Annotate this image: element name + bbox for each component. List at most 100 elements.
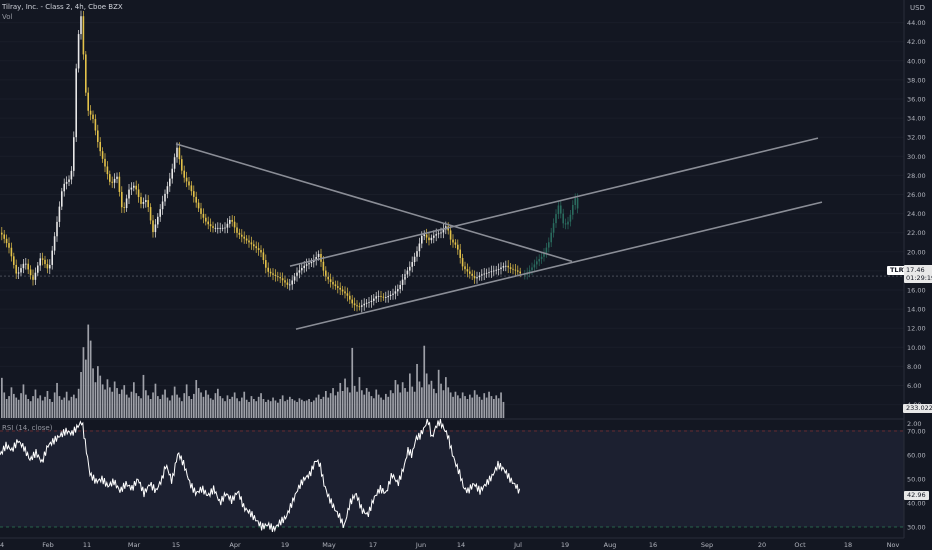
candle-up bbox=[221, 227, 224, 229]
candle-down bbox=[85, 54, 87, 93]
price-axis[interactable]: 44.00 42.00 40.00 38.00 36.00 34.00 32.00 30.00… bbox=[907, 19, 926, 428]
price-tick-label: 34.00 bbox=[907, 115, 926, 123]
projection-candle bbox=[560, 205, 562, 214]
volume-bar bbox=[97, 366, 99, 418]
volume-bar bbox=[44, 396, 46, 418]
candle-down bbox=[29, 269, 32, 276]
volume-bar bbox=[425, 373, 428, 418]
candle-down bbox=[265, 260, 267, 268]
candle-down bbox=[325, 270, 327, 277]
candle-up bbox=[488, 272, 490, 273]
trendline-2[interactable] bbox=[289, 137, 819, 267]
volume-bar bbox=[481, 399, 483, 418]
volume-bar bbox=[353, 385, 356, 418]
trendline-3[interactable] bbox=[295, 201, 823, 330]
candle-up bbox=[80, 16, 82, 35]
volume-bar bbox=[411, 386, 414, 418]
volume-label[interactable]: Vol bbox=[2, 13, 13, 21]
rsi-band bbox=[0, 430, 904, 527]
volume-bar bbox=[13, 393, 15, 418]
volume-bar bbox=[454, 391, 457, 418]
volume-bar bbox=[41, 400, 44, 418]
candle-up bbox=[169, 178, 171, 187]
volume-bar bbox=[373, 398, 375, 418]
volume-bar bbox=[380, 397, 382, 418]
candle-up bbox=[430, 237, 433, 241]
volume-bar bbox=[317, 394, 320, 418]
volume-bar bbox=[106, 379, 109, 418]
candle-down bbox=[457, 244, 459, 250]
volume-bar bbox=[469, 394, 471, 418]
candle-up bbox=[73, 137, 75, 171]
volume-bar bbox=[289, 396, 291, 418]
volume-bar bbox=[284, 401, 286, 418]
candle-down bbox=[140, 197, 142, 204]
volume-bar bbox=[133, 382, 135, 418]
time-tick-label: 17 bbox=[369, 541, 377, 549]
rsi-label[interactable]: RSI (14, close) bbox=[2, 424, 53, 432]
volume-bar bbox=[397, 384, 399, 418]
price-tick-label: 32.00 bbox=[907, 134, 926, 142]
time-axis[interactable]: 4 Feb 11 Mar 15 Apr 19 May 17 Jun 14 Jul 19 Aug 16 Sep 2… bbox=[0, 541, 899, 549]
candle-down bbox=[32, 275, 34, 280]
volume-bar bbox=[375, 389, 378, 418]
volume-bar bbox=[272, 397, 274, 418]
candle-down bbox=[92, 114, 94, 120]
candle-up bbox=[399, 284, 401, 290]
candle-up bbox=[37, 265, 39, 273]
candle-down bbox=[3, 234, 5, 239]
candle-up bbox=[68, 179, 70, 182]
time-tick-label: 18 bbox=[844, 541, 852, 549]
trendline-1[interactable] bbox=[175, 143, 573, 263]
volume-bar bbox=[176, 394, 178, 418]
candle-down bbox=[514, 269, 517, 271]
volume-bar bbox=[250, 396, 253, 418]
candle-down bbox=[106, 166, 109, 175]
symbol-title[interactable]: Tilray, Inc. - Class 2, 4h, Cboe BZX bbox=[2, 3, 123, 11]
volume-bar bbox=[61, 399, 63, 418]
price-tick-label: 20.00 bbox=[907, 248, 926, 256]
candle-up bbox=[70, 170, 73, 180]
volume-bar bbox=[130, 391, 133, 418]
time-tick-label: 14 bbox=[457, 541, 465, 549]
volume-bar bbox=[298, 398, 301, 418]
volume-bar bbox=[313, 400, 315, 418]
candle-up bbox=[63, 183, 65, 192]
candle-up bbox=[483, 273, 485, 275]
volume-bar bbox=[221, 398, 224, 418]
candle-down bbox=[267, 267, 269, 272]
trendlines[interactable] bbox=[175, 137, 823, 330]
volume-bar bbox=[159, 399, 162, 418]
candle-up bbox=[413, 256, 416, 263]
volume-bar bbox=[68, 400, 70, 418]
volume-bar bbox=[377, 394, 380, 418]
volume-bar bbox=[356, 391, 358, 418]
candle-up bbox=[133, 185, 135, 188]
volume-bar bbox=[70, 396, 73, 418]
volume-bar bbox=[27, 399, 30, 418]
candle-down bbox=[332, 281, 334, 285]
volume-bar bbox=[178, 397, 181, 418]
candle-up bbox=[315, 257, 317, 261]
projection-candle bbox=[531, 267, 533, 271]
price-tick-label: 2.00 bbox=[907, 420, 921, 428]
volume-bar bbox=[401, 382, 404, 418]
volume-bars bbox=[1, 324, 505, 418]
volume-bar bbox=[85, 359, 87, 418]
candle-down bbox=[255, 246, 257, 249]
candle-up bbox=[130, 187, 133, 190]
volume-bar bbox=[291, 399, 294, 418]
rsi-axis[interactable]: 70.00 60.00 50.00 40.00 30.00 bbox=[907, 428, 926, 532]
volume-bar bbox=[73, 394, 75, 418]
time-tick-label: 20 bbox=[758, 541, 766, 549]
volume-bar bbox=[257, 396, 260, 418]
candle-up bbox=[500, 267, 502, 270]
volume-bar bbox=[437, 369, 440, 418]
projection-candle bbox=[528, 270, 531, 273]
volume-bar bbox=[125, 394, 128, 418]
projection-candle bbox=[564, 223, 567, 225]
volume-bar bbox=[404, 388, 406, 418]
candle-up bbox=[308, 263, 310, 265]
candle-down bbox=[272, 273, 274, 275]
